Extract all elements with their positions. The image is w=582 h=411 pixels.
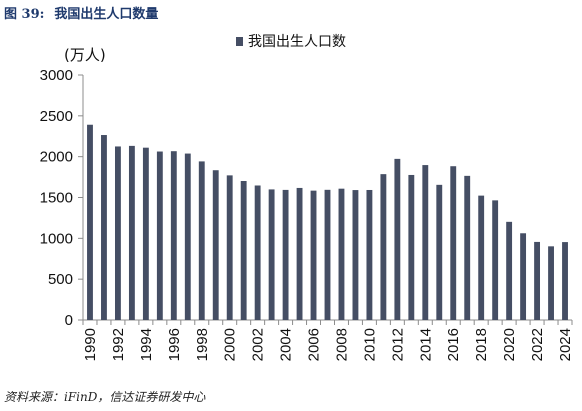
y-tick-label: 500	[48, 271, 73, 288]
legend-label: 我国出生人口数	[248, 34, 346, 50]
bar-2003	[268, 189, 275, 320]
x-tick-label: 2008	[333, 328, 350, 361]
x-tick-label: 1996	[166, 328, 183, 361]
bar-chart: (万人) 我国出生人口数 0 500 1000 1500 2000 2500 3000 1990 1…	[40, 34, 574, 361]
x-tick-label: 2012	[389, 328, 406, 361]
bar-2012	[394, 158, 401, 320]
figure-number: 图 39:	[4, 7, 45, 22]
bar-1998	[198, 161, 205, 320]
source-note: 资料来源：iFinD，信达证券研发中心	[4, 390, 206, 404]
x-tick-label: 2000	[222, 328, 239, 361]
y-tick-label: 0	[65, 312, 73, 329]
x-tick-label: 1990	[82, 328, 99, 361]
x-tick-label: 2024	[557, 328, 574, 361]
y-tick-label: 2500	[40, 108, 73, 125]
bar-2019	[492, 200, 499, 320]
bar-2014	[422, 165, 429, 320]
x-tick-label: 1994	[138, 328, 155, 361]
figure-title-text: 我国出生人口数量	[54, 7, 159, 22]
bar-1997	[184, 153, 191, 320]
bar-2020	[506, 221, 513, 320]
bar-1993	[128, 145, 135, 320]
y-tick-label: 2000	[40, 149, 73, 166]
bar-2015	[436, 184, 443, 320]
bar-2005	[296, 187, 303, 320]
x-tick-label: 2016	[445, 328, 462, 361]
bar-2007	[324, 189, 331, 320]
bar-2006	[310, 190, 317, 320]
figure-title: 图 39: 我国出生人口数量	[4, 3, 158, 22]
x-tick-label: 1998	[194, 328, 211, 361]
bar-1999	[212, 170, 219, 320]
bar-2004	[282, 189, 289, 320]
bar-2016	[450, 166, 457, 320]
x-tick-label: 2018	[473, 328, 490, 361]
bar-1990	[87, 124, 93, 320]
bar-1995	[156, 151, 163, 320]
bar-2000	[226, 175, 233, 320]
x-tick-label: 2002	[250, 328, 267, 361]
y-axis-unit-label: (万人)	[64, 46, 106, 64]
y-tick-label: 3000	[40, 67, 73, 84]
bar-2018	[478, 195, 485, 320]
legend-swatch	[236, 37, 243, 46]
bar-1996	[170, 151, 177, 320]
bar-2022	[534, 241, 541, 320]
bar-1994	[142, 147, 149, 320]
bar-2023	[548, 246, 554, 320]
bar-1992	[114, 146, 121, 320]
x-tick-label: 2022	[529, 328, 546, 361]
bar-2002	[254, 185, 261, 320]
bar-2008	[338, 188, 345, 320]
bar-2013	[408, 174, 415, 320]
y-tick-label: 1000	[40, 230, 73, 247]
y-tick-label: 1500	[40, 190, 73, 207]
bar-2024	[562, 242, 568, 320]
bar-2010	[366, 189, 373, 320]
bar-2009	[352, 190, 359, 320]
x-tick-label: 2004	[278, 328, 295, 361]
x-tick-label: 1992	[110, 328, 127, 361]
bar-2011	[380, 174, 387, 320]
bar-2021	[520, 233, 527, 320]
x-tick-label: 2006	[306, 328, 323, 361]
bar-2001	[240, 181, 247, 320]
x-tick-label: 2014	[417, 328, 434, 361]
x-tick-label: 2020	[501, 328, 518, 361]
bar-2017	[464, 175, 471, 320]
x-tick-label: 2010	[361, 328, 378, 361]
bar-1991	[101, 135, 107, 320]
